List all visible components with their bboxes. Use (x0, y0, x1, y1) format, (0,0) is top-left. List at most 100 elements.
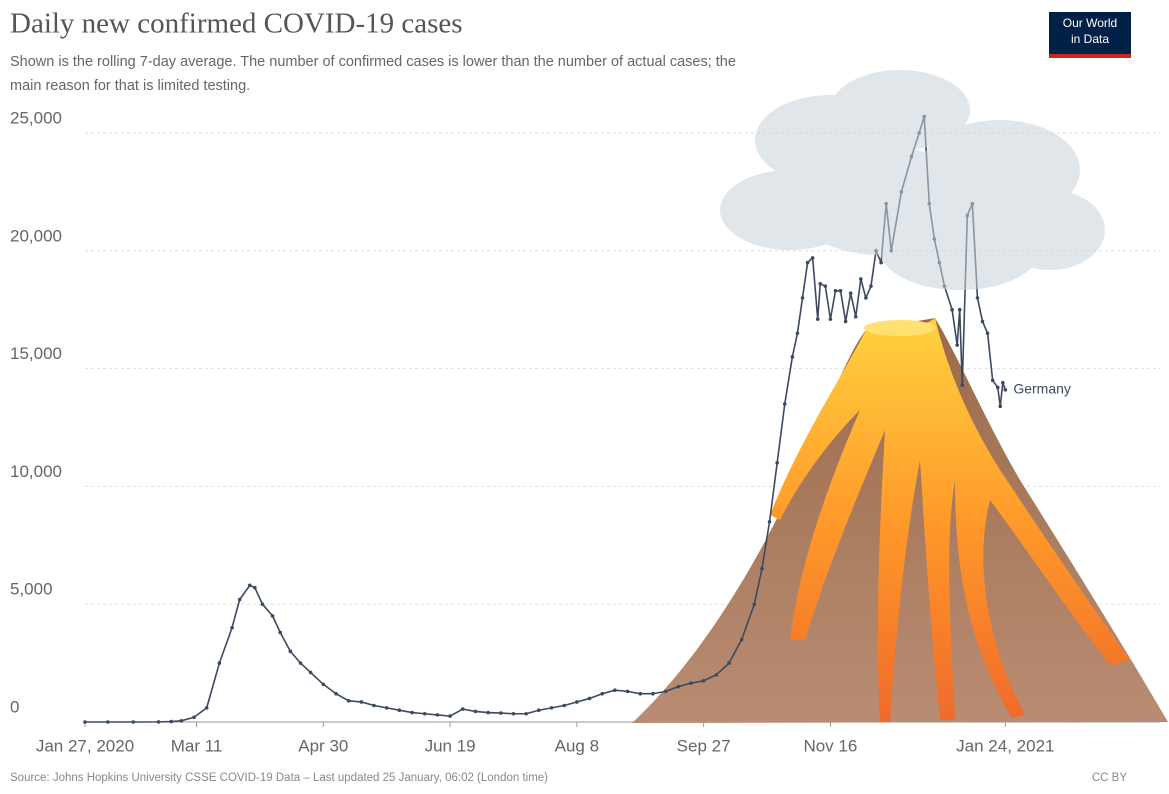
data-point (950, 308, 954, 312)
data-point (839, 289, 843, 293)
data-point (775, 461, 779, 465)
data-point (461, 707, 465, 711)
license: CC BY (1092, 772, 1127, 784)
data-point (844, 320, 848, 324)
data-point (360, 700, 364, 704)
data-point (334, 692, 338, 696)
data-point (727, 661, 731, 665)
data-point (436, 713, 440, 717)
data-point (958, 308, 962, 312)
data-point (524, 712, 528, 716)
data-point (753, 602, 757, 606)
data-point (626, 690, 630, 694)
data-point (106, 720, 110, 724)
data-point (372, 704, 376, 708)
data-point (791, 355, 795, 359)
data-point (410, 711, 414, 715)
data-point (613, 688, 617, 692)
data-point (180, 719, 184, 723)
chart-subtitle: main reason for that is limited testing. (10, 78, 250, 94)
data-point (818, 282, 822, 286)
data-point (322, 683, 326, 687)
chart-title: Daily new confirmed COVID-19 cases (10, 8, 463, 40)
data-point (192, 715, 196, 719)
data-point (588, 697, 592, 701)
data-point (474, 710, 478, 714)
data-point (638, 692, 642, 696)
data-point (271, 614, 275, 618)
data-point (169, 720, 173, 724)
data-point (664, 690, 668, 694)
data-point (986, 331, 990, 335)
x-tick-label: Sep 27 (677, 736, 731, 755)
logo-text: in Data (1071, 32, 1109, 46)
data-point (289, 650, 293, 654)
data-point (651, 692, 655, 696)
x-tick-label: Mar 11 (171, 736, 223, 755)
data-point (537, 708, 541, 712)
data-point (131, 720, 135, 724)
data-point (278, 631, 282, 635)
data-point (864, 296, 868, 300)
data-point (205, 706, 209, 710)
data-point (261, 602, 265, 606)
data-point (849, 291, 853, 295)
y-tick-label: 10,000 (10, 462, 62, 481)
data-point (854, 315, 858, 319)
data-point (600, 692, 604, 696)
smoke (720, 70, 1105, 290)
data-point (834, 289, 838, 293)
logo-text: Our World (1063, 16, 1117, 30)
data-point (575, 700, 579, 704)
data-point (385, 706, 389, 710)
x-tick-label: Nov 16 (803, 736, 857, 755)
data-point (309, 671, 313, 675)
data-point (829, 317, 833, 321)
chart: Daily new confirmed COVID-19 cases Shown… (0, 0, 1169, 789)
data-point (955, 343, 959, 347)
data-point (768, 520, 772, 524)
x-tick-label: Aug 8 (555, 736, 599, 755)
source-note: Source: Johns Hopkins University CSSE CO… (10, 772, 548, 784)
data-point (512, 712, 516, 716)
data-point (783, 402, 787, 406)
data-point (879, 261, 883, 265)
data-point (824, 284, 828, 288)
data-point (1001, 381, 1005, 385)
data-point (991, 379, 995, 383)
data-point (976, 296, 980, 300)
data-point (423, 712, 427, 716)
data-point (760, 567, 764, 571)
data-point (998, 404, 1002, 408)
x-tick-label: Apr 30 (298, 736, 348, 755)
x-tick-label: Jan 24, 2021 (956, 736, 1054, 755)
data-point (398, 708, 402, 712)
data-point (83, 720, 87, 724)
data-point (448, 714, 452, 718)
data-point (689, 681, 693, 685)
crater (864, 320, 936, 336)
smoke-puff (880, 210, 1040, 290)
data-point (960, 383, 964, 387)
data-point (801, 296, 805, 300)
chart-subtitle: Shown is the rolling 7-day average. The … (10, 54, 736, 70)
data-point (676, 685, 680, 689)
x-tick-label: Jun 19 (425, 736, 476, 755)
data-point (486, 711, 490, 715)
y-tick-label: 25,000 (10, 108, 62, 127)
data-point (347, 699, 351, 703)
y-tick-label: 5,000 (10, 580, 53, 599)
data-point (996, 386, 1000, 390)
series-label: Germany (1013, 381, 1071, 397)
data-point (253, 586, 257, 590)
x-tick-label: Jan 27, 2020 (36, 736, 134, 755)
data-point (562, 704, 566, 708)
volcano (632, 318, 1168, 723)
data-point (859, 277, 863, 281)
data-point (550, 706, 554, 710)
y-tick-label: 0 (10, 697, 19, 716)
data-point (740, 638, 744, 642)
data-point (981, 320, 985, 324)
data-point (811, 256, 815, 260)
data-point (157, 720, 161, 724)
